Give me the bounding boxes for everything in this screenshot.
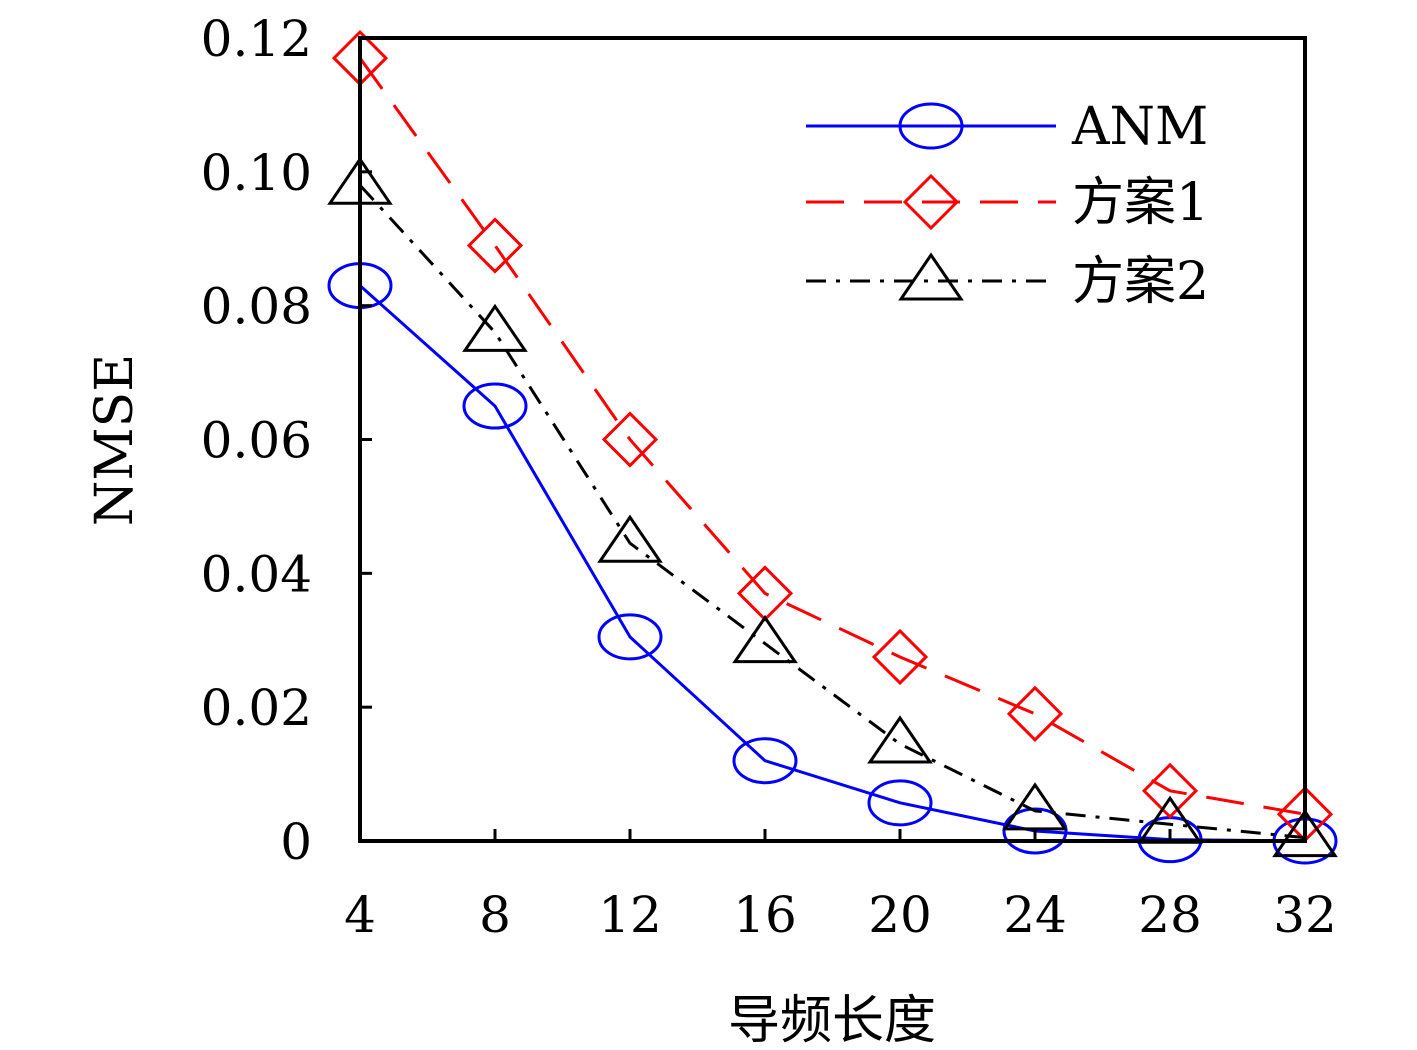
series-2-point-2 [466, 217, 524, 274]
series-3-point-2 [462, 303, 528, 352]
legend-item-1: ANM [806, 97, 1208, 157]
series-3-point-8 [1272, 808, 1338, 858]
y-tick-label-6: 0.10 [201, 144, 312, 202]
series-1-point-4 [732, 737, 798, 785]
axes-layer: 4 8 12 16 20 24 28 32 0 0.02 0.04 0.06 0.08 0.10 0.12 [201, 10, 1337, 944]
series-3-point-6 [1002, 782, 1068, 831]
x-tick-label-2: 8 [479, 886, 511, 944]
y-tick-label-4: 0.06 [201, 412, 312, 470]
legend-label-2: 方案1 [1072, 173, 1209, 233]
y-tick-label-7: 0.12 [201, 10, 312, 68]
legend-item-3: 方案2 [806, 252, 1209, 312]
legend-item-2: 方案1 [806, 173, 1209, 233]
y-tick-label-1: 0 [280, 813, 312, 871]
x-tick-label-3: 12 [598, 886, 662, 944]
series-2 [331, 29, 1334, 843]
y-tick-label-2: 0.02 [201, 679, 312, 737]
y-tick-label-5: 0.08 [201, 278, 312, 336]
legend-label-3: 方案2 [1072, 252, 1209, 312]
series-2-point-7 [1141, 762, 1199, 819]
series-3-point-3 [597, 514, 663, 563]
series-3-point-4 [732, 614, 798, 664]
legend-marker-2 [902, 173, 960, 231]
x-tick-label-8: 32 [1273, 886, 1337, 944]
series-1 [327, 262, 1338, 865]
x-tick-label-5: 20 [868, 886, 932, 944]
plot-frame [358, 36, 1307, 843]
y-tick-label-3: 0.04 [201, 545, 312, 603]
legend-marker-1 [898, 102, 964, 150]
series-2-point-6 [1006, 685, 1064, 742]
series-1-point-3 [597, 613, 663, 661]
series-1-point-5 [867, 779, 933, 827]
series-1-line [359, 284, 1306, 843]
x-tick-label-6: 24 [1003, 886, 1067, 944]
y-axis-label: NMSE [85, 354, 145, 526]
x-tick-label-7: 28 [1138, 886, 1202, 944]
legend-label-1: ANM [1071, 97, 1208, 157]
x-tick-label-1: 4 [344, 886, 376, 944]
series-1-point-6 [1002, 807, 1068, 855]
legend-marker-3 [898, 252, 964, 301]
x-axis-label: 导频长度 [728, 991, 936, 1050]
legend: ANM 方案1 方案2 [806, 97, 1209, 312]
series-3-point-5 [867, 715, 933, 764]
series-2-point-3 [601, 411, 659, 468]
x-tick-label-4: 16 [733, 886, 797, 944]
series-2-line [358, 57, 1306, 816]
series-2-point-5 [871, 628, 929, 686]
series-1-point-2 [462, 382, 528, 430]
